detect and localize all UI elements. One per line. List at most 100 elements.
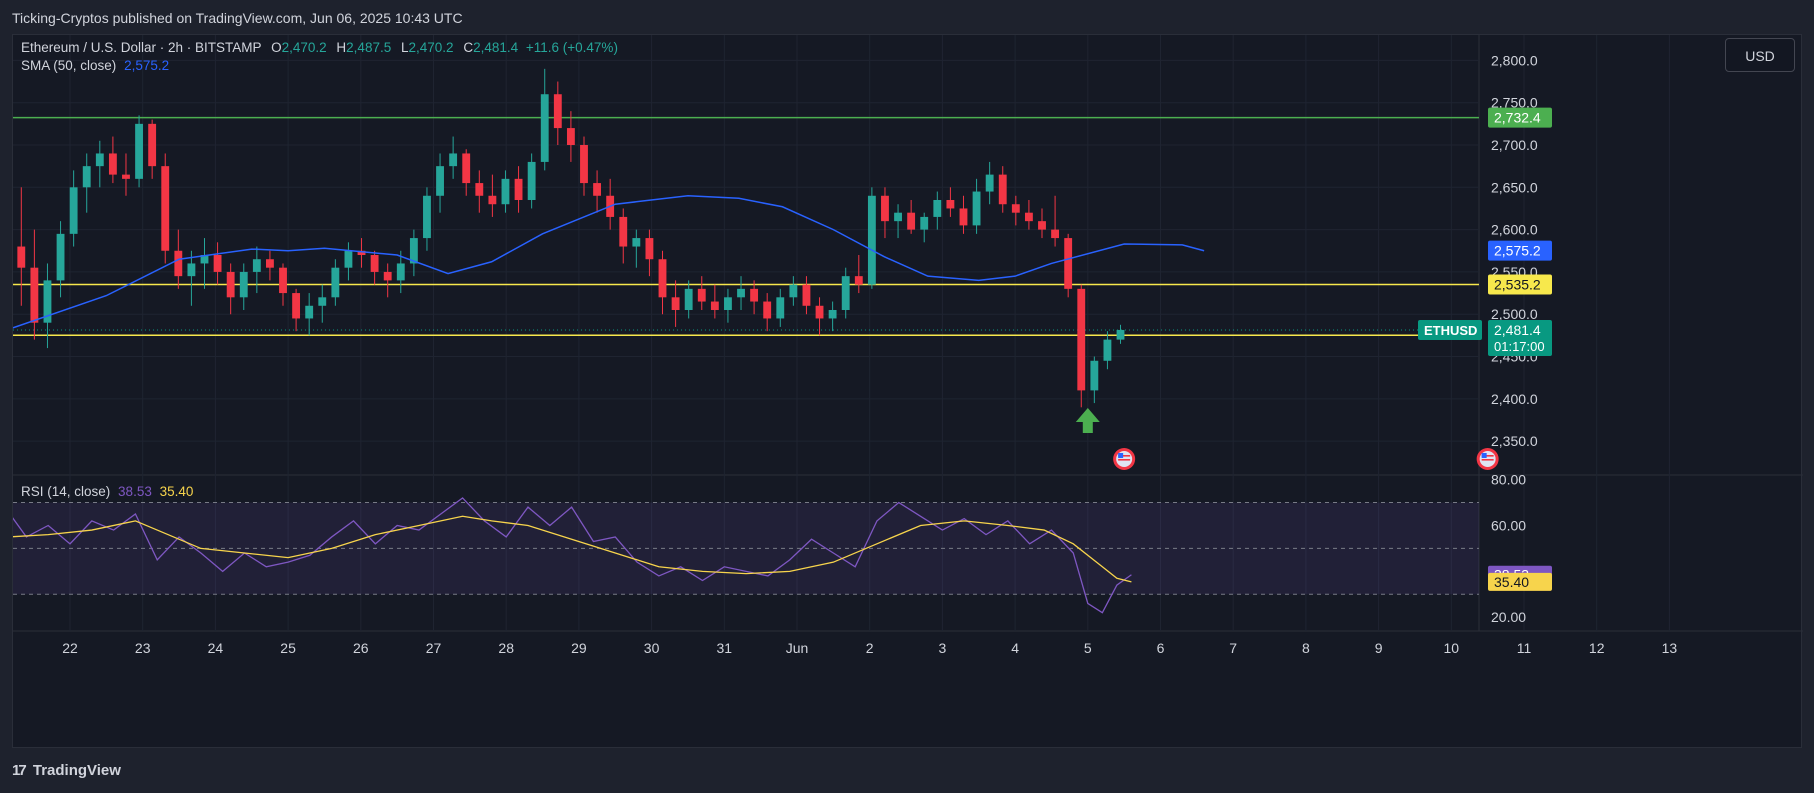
time-tick-label: 28 — [498, 640, 514, 656]
flag-stripe — [1481, 455, 1494, 457]
rsi-legend[interactable]: RSI (14, close) 38.53 35.40 — [21, 484, 193, 499]
time-tick-label: 8 — [1302, 640, 1310, 656]
candle-body — [30, 267, 39, 323]
candle-body — [383, 271, 392, 281]
price-tick-label: 2,800.0 — [1491, 52, 1538, 68]
candle-body — [69, 187, 78, 234]
candle-body — [122, 174, 130, 179]
tradingview-brand[interactable]: 17 TradingView — [12, 762, 121, 779]
flag-canton — [1481, 453, 1487, 458]
time-tick-label: 4 — [1011, 640, 1019, 656]
candle-body — [43, 280, 52, 323]
sma-label: SMA (50, close) — [21, 58, 117, 73]
candle-body — [462, 153, 471, 184]
currency-button[interactable]: USD — [1725, 38, 1795, 72]
candle-body — [108, 153, 117, 175]
level-label: 2,732.4 — [1494, 110, 1541, 126]
candle-body — [1116, 329, 1125, 340]
time-tick-label: 5 — [1084, 640, 1092, 656]
candle-body — [56, 233, 65, 281]
candle-body — [305, 305, 314, 319]
candle-body — [161, 166, 170, 251]
time-tick-label: 23 — [135, 640, 151, 656]
rsi-pane — [13, 497, 1479, 614]
rsi-value-label-bg — [1488, 572, 1552, 591]
time-tick-label: 12 — [1589, 640, 1605, 656]
candle-body — [907, 212, 916, 230]
candle-body — [920, 216, 929, 230]
level-label-bg — [1488, 274, 1552, 295]
rsi-ma-series — [13, 515, 1132, 583]
candle-body — [370, 255, 379, 272]
symbol-legend[interactable]: Ethereum / U.S. Dollar · 2h · BITSTAMP O… — [21, 40, 618, 55]
candle-body — [737, 288, 745, 298]
candle-body — [135, 123, 143, 179]
candle-body — [1011, 204, 1020, 213]
candle-body — [684, 288, 693, 310]
rsi-tick-label: 60.00 — [1491, 517, 1526, 533]
brand-name: TradingView — [32, 762, 121, 779]
candle-body — [265, 259, 274, 268]
candle-body — [998, 174, 1007, 205]
arrow-up-icon — [1075, 408, 1100, 433]
candle-body — [501, 178, 510, 205]
candle-body — [318, 297, 327, 306]
time-axis: 22 23 24 25 26 27 28 29 30 31 Jun 2 3 4 5 6 7 8 9 10 11 12 13 — [62, 640, 1677, 656]
time-tick-label: 31 — [717, 640, 733, 656]
time-tick-label: 22 — [62, 640, 78, 656]
candle-body — [292, 293, 301, 319]
candle-body — [580, 145, 588, 184]
candle-body — [449, 153, 458, 167]
close-label: C — [463, 40, 474, 55]
close-value: 2,481.4 — [473, 40, 519, 55]
candle-body — [174, 250, 183, 277]
candle-body — [82, 166, 91, 188]
candle-body — [17, 246, 26, 268]
time-tick-label: 11 — [1517, 640, 1532, 656]
symbol-name: Ethereum / U.S. Dollar · 2h · BITSTAMP — [21, 40, 262, 55]
candle-body — [724, 297, 732, 310]
sma-legend[interactable]: SMA (50, close) 2,575.2 — [21, 58, 169, 73]
time-tick-label: 2 — [866, 640, 874, 656]
rsi-value-label: 35.40 — [1494, 574, 1529, 590]
chart-canvas[interactable]: 2,350.02,400.02,450.02,500.02,550.02,600… — [13, 35, 1803, 749]
time-tick-label: 10 — [1444, 640, 1460, 656]
candle-body — [396, 263, 405, 281]
candle-body — [436, 166, 444, 196]
symbol-badge: ETHUSD — [1424, 323, 1477, 338]
horizontal-lines — [13, 116, 1479, 337]
price-tick-label: 2,700.0 — [1491, 137, 1538, 153]
rsi-band — [13, 502, 1479, 595]
candle-body — [658, 259, 667, 298]
candle-body — [475, 183, 484, 196]
candle-body — [593, 183, 602, 196]
symbol-badge-bg — [1418, 319, 1482, 340]
time-tick-label: 9 — [1375, 640, 1383, 656]
candle-body — [1064, 238, 1073, 289]
candle-body — [854, 276, 863, 285]
candle-body — [226, 271, 235, 298]
candle-body — [671, 297, 680, 310]
candle-body — [566, 128, 575, 145]
candle-body — [946, 200, 955, 209]
time-tick-label: 7 — [1229, 640, 1237, 656]
sma-value: 2,575.2 — [124, 58, 170, 73]
candle-body — [763, 301, 772, 319]
open-label: O — [271, 40, 282, 55]
sma-price-label: 2,575.2 — [1494, 243, 1541, 259]
candle-body — [881, 195, 889, 222]
candle-body — [514, 178, 523, 200]
candle-body — [867, 195, 876, 285]
candle-body — [959, 208, 968, 226]
price-tick-label: 2,600.0 — [1491, 222, 1538, 238]
price-tick-label: 2,650.0 — [1491, 179, 1538, 195]
candle-body — [1077, 288, 1086, 391]
flag-stripe — [1481, 459, 1494, 461]
time-tick-label: 3 — [939, 640, 947, 656]
candle-body — [331, 267, 340, 298]
chart-frame[interactable]: 2,350.0 2,400.0 2,450.0 2,500.0 2,550.0 2,600… — [12, 34, 1803, 749]
price-tick-label: 2,750.0 — [1491, 95, 1538, 111]
rsi-value: 38.53 — [118, 484, 152, 499]
candle-body — [985, 174, 994, 192]
candle-body — [200, 255, 209, 264]
